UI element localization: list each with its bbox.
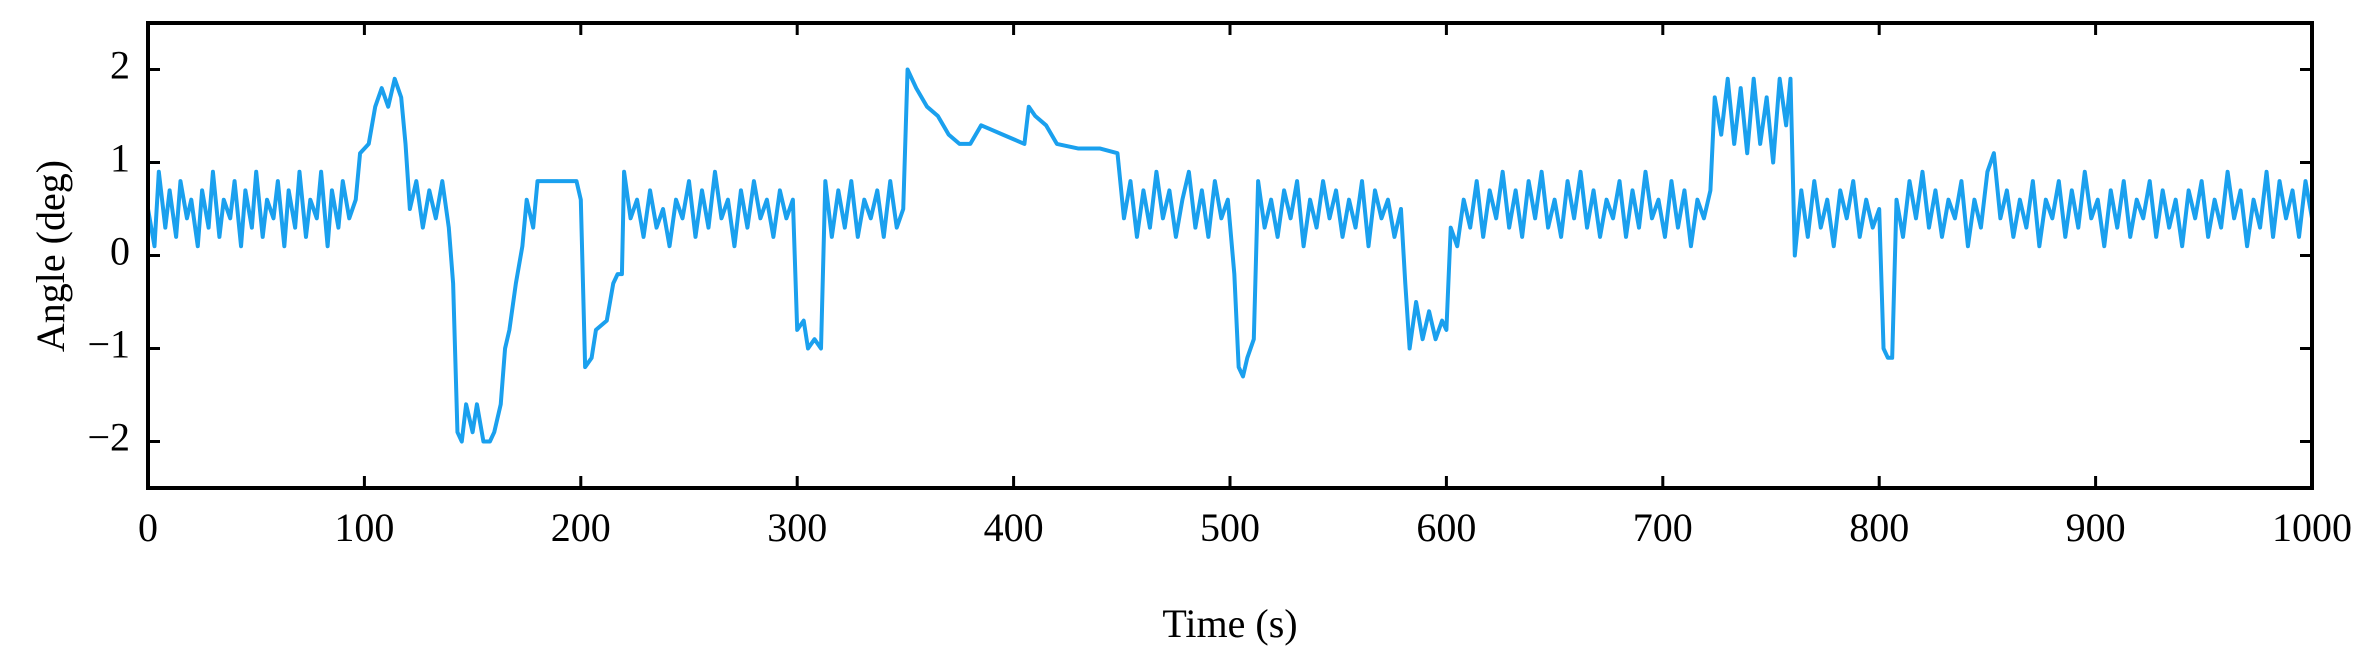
y-tick-label: 0 <box>110 229 130 274</box>
y-tick-label: −2 <box>87 415 130 460</box>
x-tick-label: 900 <box>2066 505 2126 550</box>
x-tick-label: 100 <box>334 505 394 550</box>
x-tick-label: 300 <box>767 505 827 550</box>
x-axis-label: Time (s) <box>1162 601 1297 646</box>
y-axis-label: Angle (deg) <box>28 160 73 352</box>
x-tick-label: 0 <box>138 505 158 550</box>
data-line <box>146 67 2314 444</box>
x-tick-label: 400 <box>984 505 1044 550</box>
x-tick-label: 200 <box>551 505 611 550</box>
x-tick-label: 500 <box>1200 505 1260 550</box>
x-tick-label: 1000 <box>2272 505 2352 550</box>
y-tick-label: 1 <box>110 136 130 181</box>
y-tick-label: −1 <box>87 322 130 367</box>
x-tick-label: 600 <box>1416 505 1476 550</box>
x-tick-label: 800 <box>1849 505 1909 550</box>
plot-frame <box>146 21 2314 490</box>
x-tick-label: 700 <box>1633 505 1693 550</box>
y-tick-label: 2 <box>110 43 130 88</box>
